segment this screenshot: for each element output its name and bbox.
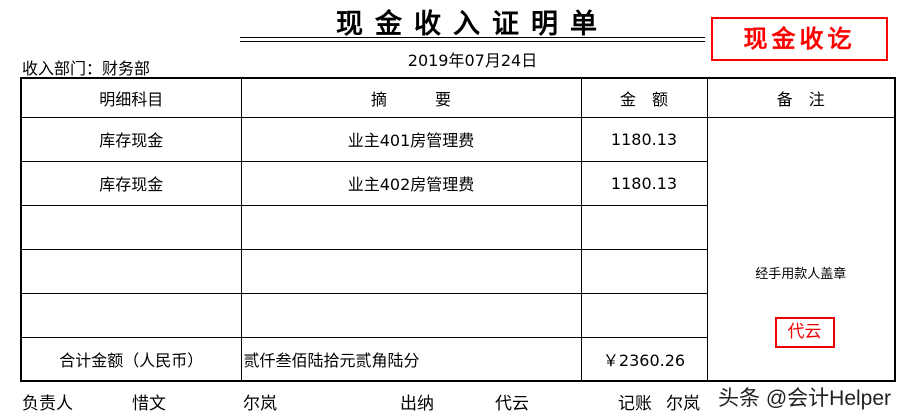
footer-name-cashier: 代云 [495, 394, 529, 414]
cash-received-stamp: 现金收讫 [711, 17, 888, 61]
cell-account: 库存现金 [20, 160, 242, 206]
remark-sign-text: 经手用款人盖章 [755, 266, 847, 282]
cell-summary: 业主402房管理费 [240, 160, 582, 206]
cell-account [20, 292, 242, 338]
total-row: 合计金额（人民币） 贰仟叁佰陆拾元贰角陆分 ￥2360.26 [20, 336, 895, 382]
footer-label-bookkeeper: 记账 [618, 394, 652, 414]
date-label: 2019年07月24日 [407, 51, 538, 70]
footer-label-manager: 负责人 [22, 394, 73, 414]
handler-seal: 代云 [774, 316, 835, 348]
header-summary: 摘 要 [240, 77, 582, 118]
table-row [20, 204, 895, 250]
receipt-table: 明细科目 摘 要 金 额 备 注 库存现金 业主401房管理费 1180.13 … [20, 77, 896, 382]
watermark: 头条 @会计Helper [718, 387, 892, 410]
cell-account: 库存现金 [20, 116, 242, 162]
cell-amount: 1180.13 [580, 160, 708, 206]
total-amount: ￥2360.26 [580, 336, 708, 382]
table-row: 库存现金 业主401房管理费 1180.13 经手用款人盖章 代云 [20, 116, 896, 382]
title-double-underline [240, 37, 705, 42]
department-label: 收入部门：财务部 [22, 59, 151, 78]
footer-label-cashier: 出纳 [400, 394, 434, 414]
cell-amount [580, 248, 708, 294]
header-amount: 金 额 [580, 77, 708, 118]
cell-amount: 1180.13 [580, 116, 708, 162]
cell-amount [580, 292, 708, 338]
cell-summary: 业主401房管理费 [240, 116, 582, 162]
header-remark: 备 注 [706, 77, 896, 118]
cell-summary [240, 292, 582, 338]
total-in-words: 贰仟叁佰陆拾元贰角陆分 [240, 336, 582, 382]
table-header-row: 明细科目 摘 要 金 额 备 注 [20, 77, 896, 118]
cell-amount [580, 204, 708, 250]
total-label: 合计金额（人民币） [20, 336, 242, 382]
cell-account [20, 204, 242, 250]
footer-name-manager: 惜文 [132, 394, 166, 414]
cell-summary [240, 204, 582, 250]
document-title: 现金收入证明单 [336, 9, 609, 40]
footer-name-bookkeeper: 尔岚 [666, 394, 700, 414]
header-account: 明细科目 [20, 77, 242, 118]
cell-account [20, 248, 242, 294]
table-row [20, 248, 895, 294]
cell-summary [240, 248, 582, 294]
footer-name-extra: 尔岚 [243, 394, 277, 414]
remark-cell: 经手用款人盖章 代云 [706, 116, 896, 382]
